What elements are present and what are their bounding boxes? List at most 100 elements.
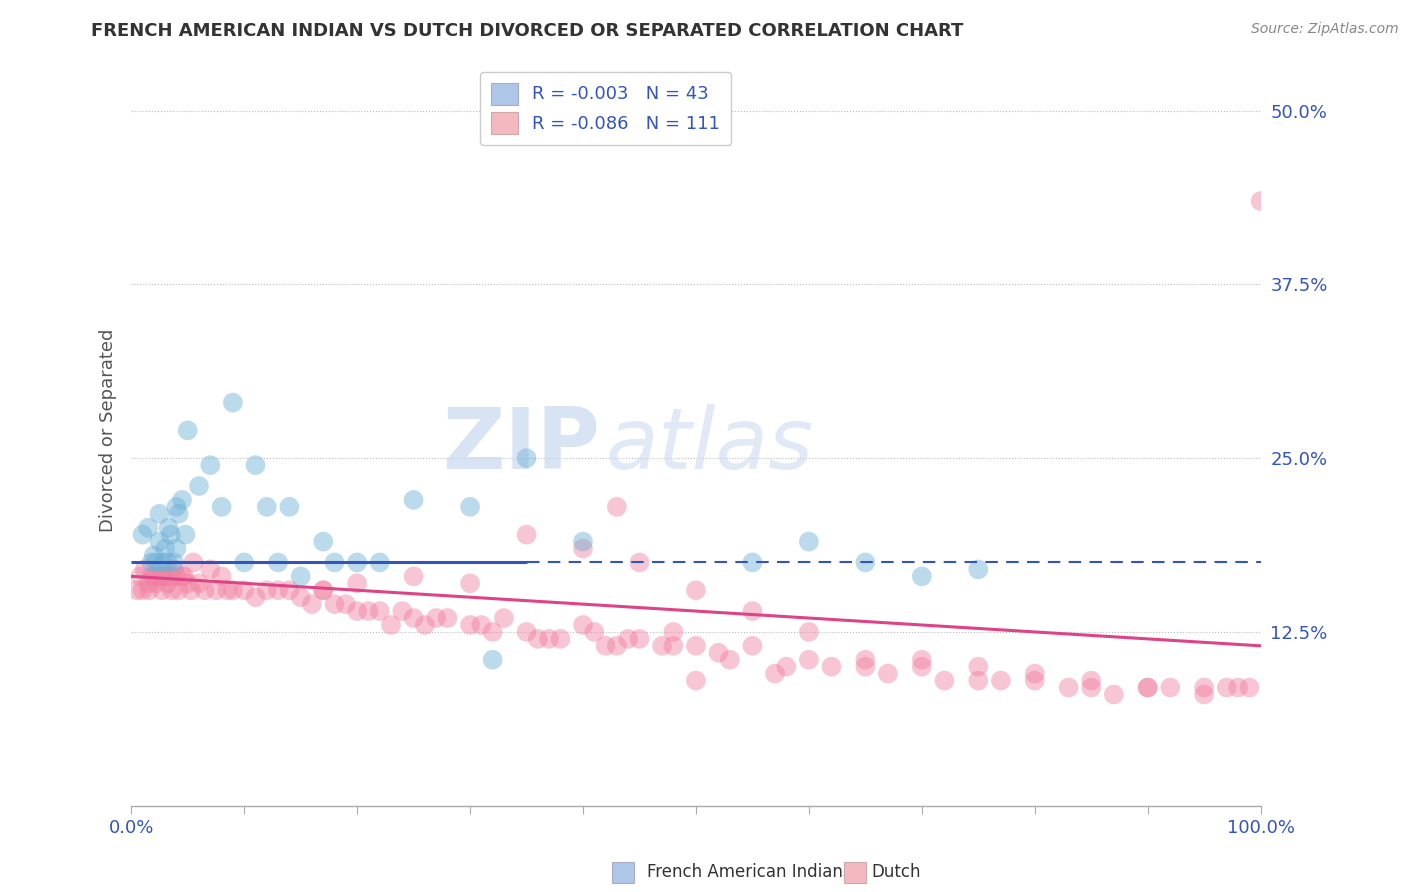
Point — [797, 534, 820, 549]
Point — [967, 659, 990, 673]
Point — [346, 556, 368, 570]
Point — [301, 597, 323, 611]
Point — [150, 583, 173, 598]
Point — [1136, 681, 1159, 695]
Text: Source: ZipAtlas.com: Source: ZipAtlas.com — [1251, 22, 1399, 37]
Point — [148, 569, 170, 583]
Point — [312, 583, 335, 598]
Point — [402, 569, 425, 583]
Point — [125, 583, 148, 598]
Point — [911, 653, 934, 667]
Point — [967, 673, 990, 688]
Point — [1080, 673, 1102, 688]
Point — [458, 576, 481, 591]
Point — [165, 500, 187, 514]
Point — [211, 569, 233, 583]
Point — [436, 611, 458, 625]
Point — [245, 458, 267, 472]
Point — [163, 556, 186, 570]
Point — [685, 673, 707, 688]
Point — [481, 624, 503, 639]
Point — [775, 659, 797, 673]
Point — [159, 527, 181, 541]
Point — [662, 624, 685, 639]
Point — [1239, 681, 1261, 695]
Point — [145, 576, 167, 591]
Point — [820, 659, 842, 673]
Point — [211, 500, 233, 514]
Point — [651, 639, 673, 653]
Point — [173, 569, 195, 583]
Point — [222, 583, 245, 598]
Point — [148, 507, 170, 521]
Point — [481, 653, 503, 667]
Point — [1080, 681, 1102, 695]
Point — [312, 534, 335, 549]
Point — [470, 618, 492, 632]
Point — [718, 653, 741, 667]
Text: ZIP: ZIP — [443, 404, 600, 487]
Point — [156, 576, 179, 591]
Point — [323, 597, 346, 611]
Point — [458, 618, 481, 632]
Point — [492, 611, 515, 625]
Point — [335, 597, 357, 611]
Point — [256, 500, 278, 514]
Point — [174, 527, 197, 541]
Point — [136, 521, 159, 535]
Point — [217, 583, 239, 598]
Point — [188, 576, 211, 591]
Point — [142, 549, 165, 563]
Point — [170, 492, 193, 507]
Point — [205, 583, 228, 598]
Point — [911, 569, 934, 583]
Point — [1192, 688, 1215, 702]
Point — [1216, 681, 1239, 695]
Point — [142, 569, 165, 583]
Point — [188, 479, 211, 493]
Point — [797, 624, 820, 639]
Point — [290, 569, 312, 583]
Text: atlas: atlas — [606, 404, 814, 487]
Point — [222, 395, 245, 409]
Point — [131, 583, 153, 598]
Point — [256, 583, 278, 598]
Point — [141, 569, 163, 583]
Point — [278, 583, 301, 598]
Text: Dutch: Dutch — [872, 863, 921, 881]
Point — [167, 583, 190, 598]
Point — [853, 653, 876, 667]
Point — [183, 556, 205, 570]
Point — [911, 659, 934, 673]
Point — [152, 569, 174, 583]
Point — [797, 653, 820, 667]
Point — [177, 576, 200, 591]
Point — [934, 673, 956, 688]
Point — [402, 492, 425, 507]
Y-axis label: Divorced or Separated: Divorced or Separated — [100, 329, 117, 533]
Point — [368, 556, 391, 570]
Point — [129, 569, 152, 583]
Point — [515, 527, 537, 541]
Point — [163, 562, 186, 576]
Text: FRENCH AMERICAN INDIAN VS DUTCH DIVORCED OR SEPARATED CORRELATION CHART: FRENCH AMERICAN INDIAN VS DUTCH DIVORCED… — [91, 22, 963, 40]
Point — [628, 556, 651, 570]
Point — [458, 500, 481, 514]
Point — [233, 556, 256, 570]
Legend: R = -0.003   N = 43, R = -0.086   N = 111: R = -0.003 N = 43, R = -0.086 N = 111 — [479, 71, 731, 145]
Point — [267, 556, 290, 570]
Point — [763, 666, 786, 681]
Point — [134, 562, 156, 576]
Point — [165, 569, 187, 583]
Point — [157, 521, 180, 535]
Point — [853, 556, 876, 570]
Point — [156, 556, 179, 570]
Point — [233, 583, 256, 598]
Point — [167, 507, 190, 521]
Point — [148, 534, 170, 549]
Point — [152, 556, 174, 570]
Point — [131, 527, 153, 541]
Point — [413, 618, 436, 632]
Point — [402, 611, 425, 625]
Point — [685, 639, 707, 653]
